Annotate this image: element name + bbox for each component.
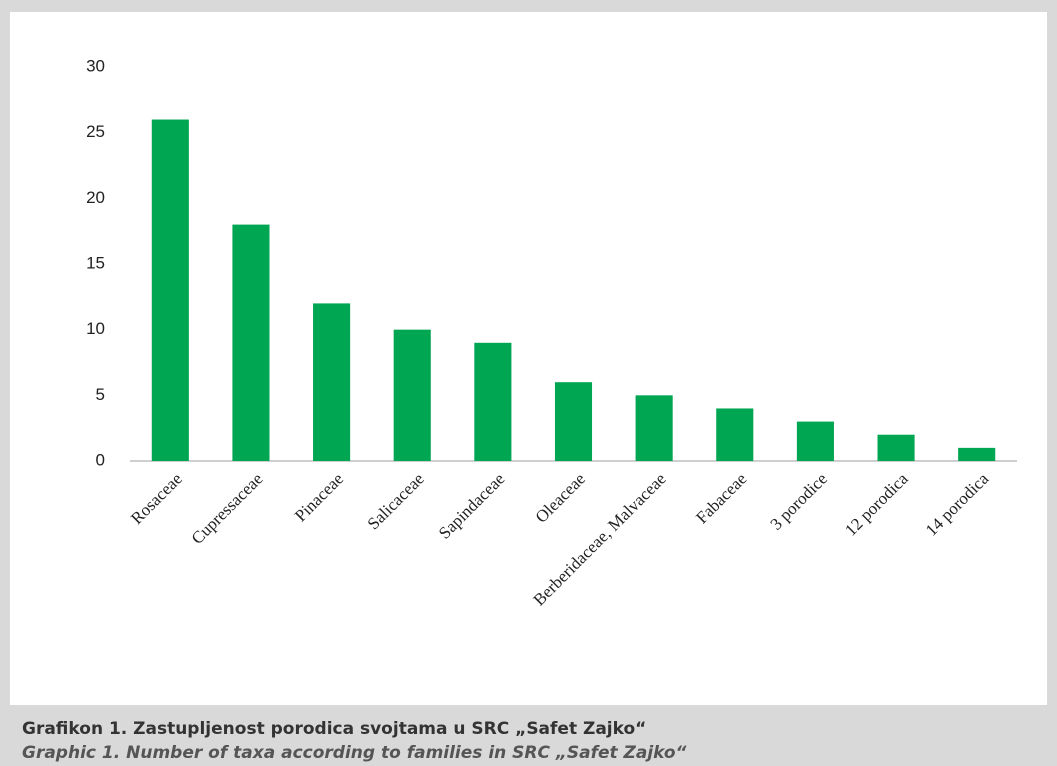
y-tick-label: 5 xyxy=(96,385,105,404)
bar xyxy=(877,434,915,461)
bar xyxy=(958,447,996,461)
y-tick-label: 10 xyxy=(86,319,105,338)
y-tick-label: 30 xyxy=(86,56,105,75)
caption-subtitle: Graphic 1. Number of taxa according to f… xyxy=(22,743,688,763)
bar xyxy=(554,382,593,461)
bar xyxy=(232,224,270,461)
bar xyxy=(716,408,754,461)
y-tick-label: 0 xyxy=(96,450,105,469)
y-tick-label: 25 xyxy=(86,122,105,141)
caption-title: Grafikon 1. Zastupljenost porodica svojt… xyxy=(22,719,646,739)
bar xyxy=(313,303,351,461)
bar xyxy=(151,119,189,462)
bar xyxy=(474,342,512,461)
bar xyxy=(393,329,431,461)
y-tick-label: 20 xyxy=(86,188,105,207)
bar xyxy=(796,421,834,461)
bar xyxy=(635,395,673,461)
y-tick-label: 15 xyxy=(86,253,105,272)
